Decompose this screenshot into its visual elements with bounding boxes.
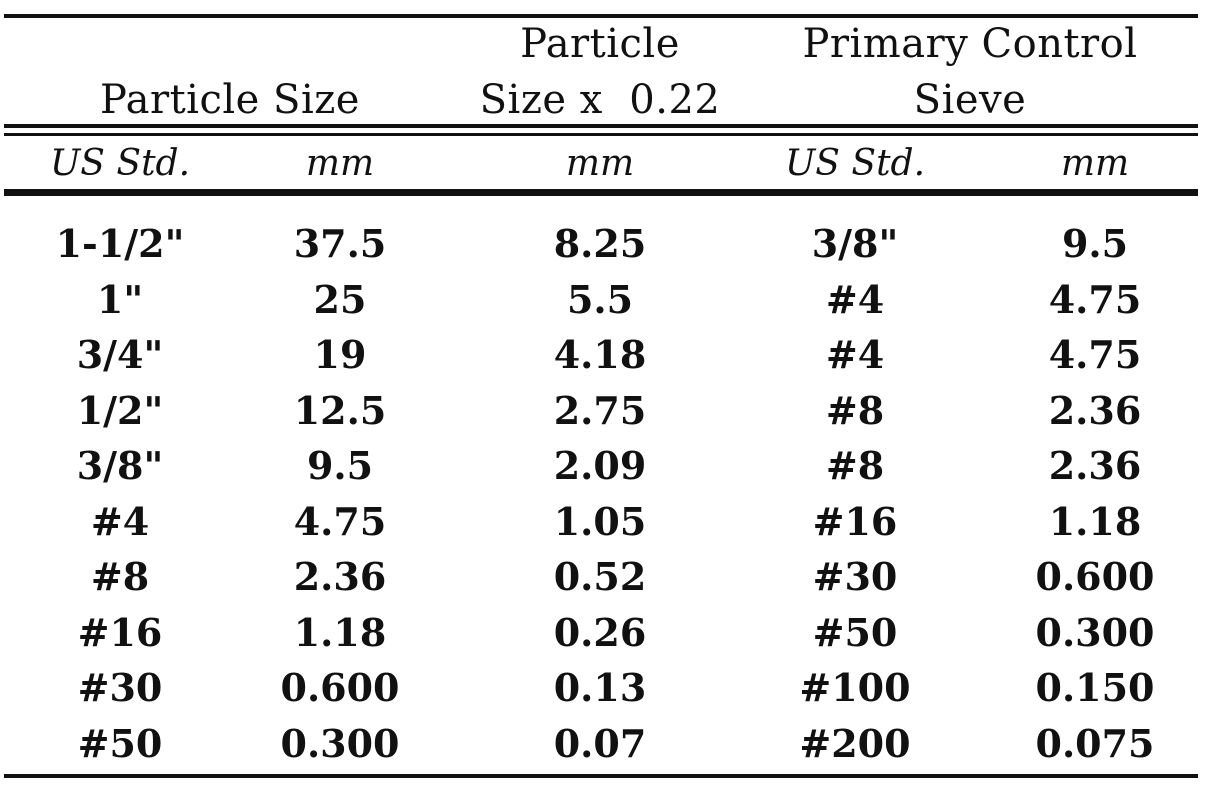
header-scaled-size: Particle Size x 0.22 bbox=[450, 16, 750, 128]
cell-scaled-mm: 4.18 bbox=[553, 332, 647, 377]
cell-mm: 1.18 bbox=[293, 609, 387, 655]
cell-us-std: #8 bbox=[90, 554, 150, 599]
cell-sieve-us-std: #8 bbox=[825, 443, 885, 488]
cell-us-std: 3/8" bbox=[76, 443, 164, 488]
cell-sieve-mm: 0.075 bbox=[1035, 720, 1155, 766]
cell-mm: 2.36 bbox=[293, 554, 387, 599]
cell-scaled-mm: 0.07 bbox=[553, 720, 647, 766]
cell-us-std: 1-1/2" bbox=[55, 221, 185, 266]
cell-scaled-mm: 2.09 bbox=[553, 443, 647, 488]
subheader-mm-1: mm bbox=[305, 143, 375, 184]
cell-sieve-mm: 0.300 bbox=[1035, 609, 1155, 655]
cell-sieve-mm: 0.150 bbox=[1035, 665, 1155, 710]
cell-scaled-mm: 5.5 bbox=[566, 276, 634, 322]
cell-sieve-mm: 2.36 bbox=[1048, 387, 1142, 433]
cell-mm: 37.5 bbox=[293, 221, 387, 266]
subheader-us-std-1: US Std. bbox=[49, 143, 191, 184]
cell-sieve-mm: 4.75 bbox=[1048, 276, 1142, 322]
cell-scaled-mm: 0.26 bbox=[553, 609, 647, 655]
cell-sieve-us-std: #50 bbox=[812, 609, 898, 655]
cell-sieve-us-std: #4 bbox=[825, 332, 885, 377]
top-rule bbox=[4, 14, 1198, 18]
cell-mm: 9.5 bbox=[306, 443, 374, 488]
cell-sieve-us-std: #4 bbox=[825, 276, 885, 322]
cell-us-std: #16 bbox=[77, 609, 163, 655]
cell-us-std: #4 bbox=[90, 498, 150, 544]
cell-mm: 0.600 bbox=[280, 665, 400, 710]
cell-scaled-mm: 1.05 bbox=[553, 498, 647, 544]
cell-sieve-us-std: 3/8" bbox=[811, 221, 899, 266]
header-control-line1: Primary Control bbox=[802, 21, 1138, 67]
cell-scaled-mm: 0.13 bbox=[553, 665, 647, 710]
header-particle-size: Particle Size bbox=[10, 72, 450, 128]
header-scaled-line2: Size x 0.22 bbox=[479, 77, 721, 123]
cell-us-std: 1/2" bbox=[76, 387, 164, 433]
header-double-rule-upper bbox=[4, 124, 1198, 128]
cell-sieve-us-std: #100 bbox=[799, 665, 911, 710]
subheader-mm-3: mm bbox=[1060, 143, 1130, 184]
cell-us-std: 1" bbox=[96, 276, 144, 322]
header-scaled-line1: Particle bbox=[520, 21, 680, 67]
subheader-us-std-2: US Std. bbox=[784, 143, 926, 184]
cell-scaled-mm: 2.75 bbox=[553, 387, 647, 433]
cell-mm: 19 bbox=[313, 332, 367, 377]
cell-us-std: 3/4" bbox=[76, 332, 164, 377]
cell-sieve-us-std: #16 bbox=[812, 498, 898, 544]
cell-scaled-mm: 8.25 bbox=[553, 221, 647, 266]
subheader-rule bbox=[4, 189, 1198, 196]
cell-mm: 12.5 bbox=[293, 387, 387, 433]
cell-sieve-us-std: #200 bbox=[799, 720, 911, 766]
header-control-line2: Sieve bbox=[913, 77, 1027, 123]
cell-sieve-mm: 4.75 bbox=[1048, 332, 1142, 377]
cell-mm: 0.300 bbox=[280, 720, 400, 766]
bottom-rule bbox=[4, 774, 1198, 778]
header-particle-size-text: Particle Size bbox=[100, 77, 360, 123]
cell-mm: 25 bbox=[313, 276, 367, 322]
header-double-rule-lower bbox=[4, 133, 1198, 136]
cell-us-std: #50 bbox=[77, 720, 163, 766]
cell-sieve-mm: 0.600 bbox=[1035, 554, 1155, 599]
cell-mm: 4.75 bbox=[293, 498, 387, 544]
cell-sieve-mm: 9.5 bbox=[1061, 221, 1129, 266]
cell-sieve-mm: 1.18 bbox=[1048, 498, 1142, 544]
subheader-mm-2: mm bbox=[565, 143, 635, 184]
header-primary-control-sieve: Primary Control Sieve bbox=[760, 16, 1180, 128]
cell-scaled-mm: 0.52 bbox=[553, 554, 647, 599]
cell-sieve-us-std: #8 bbox=[825, 387, 885, 433]
cell-sieve-mm: 2.36 bbox=[1048, 443, 1142, 488]
cell-sieve-us-std: #30 bbox=[812, 554, 898, 599]
cell-us-std: #30 bbox=[77, 665, 163, 710]
